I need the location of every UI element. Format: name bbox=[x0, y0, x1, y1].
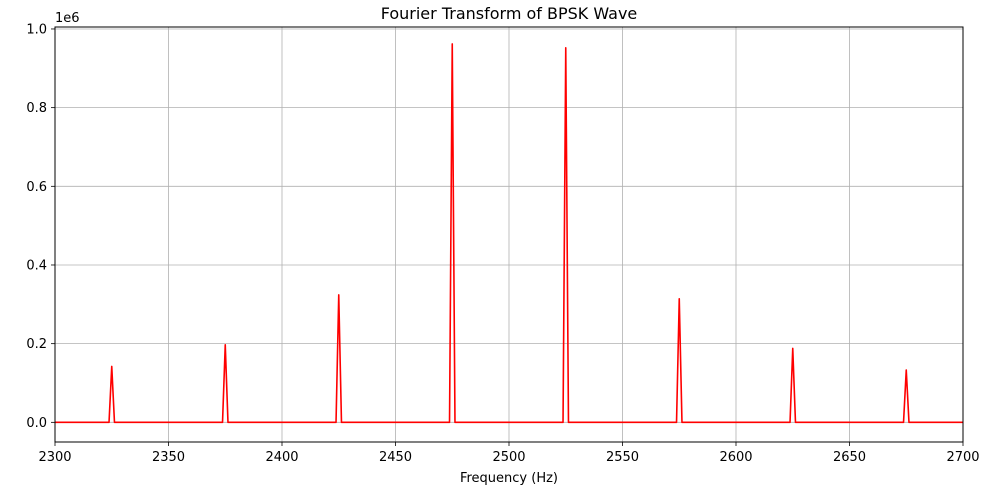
spectrum-peak bbox=[792, 347, 794, 349]
spectrum-line bbox=[55, 43, 963, 424]
y-tick-label: 0.8 bbox=[26, 101, 47, 116]
x-axis-label: Frequency (Hz) bbox=[460, 471, 558, 486]
x-tick-label: 2400 bbox=[265, 450, 298, 465]
spectrum-peak bbox=[905, 369, 907, 371]
y-tick-label: 0.2 bbox=[26, 337, 47, 352]
series-layer bbox=[55, 43, 963, 424]
spectrum-peak bbox=[224, 344, 226, 346]
x-tick-label: 2550 bbox=[606, 450, 639, 465]
spectrum-peak bbox=[678, 298, 680, 300]
y-tick-label: 0.6 bbox=[26, 180, 47, 195]
y-offset-label: 1e6 bbox=[55, 11, 80, 26]
y-tick-label: 0.4 bbox=[26, 258, 47, 273]
spectrum-peak bbox=[338, 294, 340, 296]
x-tick-label: 2700 bbox=[946, 450, 979, 465]
y-tick-label: 1.0 bbox=[26, 22, 47, 37]
chart-title: Fourier Transform of BPSK Wave bbox=[381, 4, 638, 23]
spectrum-peak bbox=[111, 365, 113, 368]
x-tick-label: 2350 bbox=[152, 450, 185, 465]
x-tick-label: 2600 bbox=[719, 450, 752, 465]
x-tick-label: 2500 bbox=[492, 450, 525, 465]
y-axis: 0.0 0.2 0.4 0.6 0.8 1.0 bbox=[26, 22, 55, 431]
spectrum-peak bbox=[565, 47, 567, 49]
x-tick-label: 2650 bbox=[833, 450, 866, 465]
spectrum-peak bbox=[451, 43, 453, 45]
x-tick-label: 2300 bbox=[38, 450, 71, 465]
y-tick-label: 0.0 bbox=[26, 416, 47, 431]
grid bbox=[54, 27, 964, 442]
x-axis: 2300 2350 2400 2450 2500 2550 2600 2650 2700 bbox=[38, 442, 980, 465]
x-tick-label: 2450 bbox=[379, 450, 412, 465]
